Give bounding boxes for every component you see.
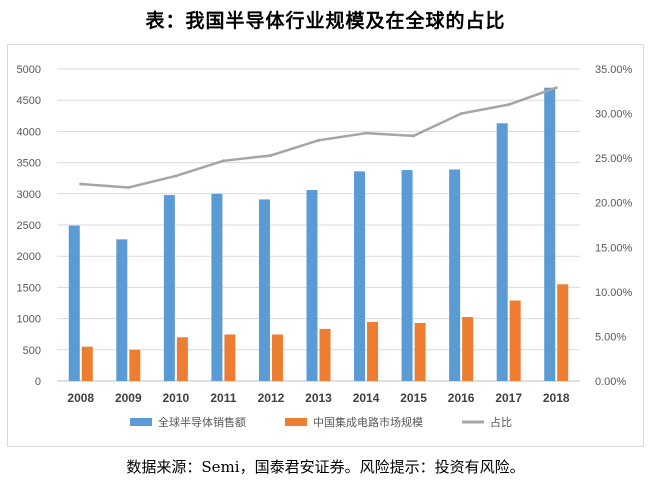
legend-label-china: 中国集成电路市场规模 xyxy=(313,415,423,429)
line-point xyxy=(174,174,178,178)
left-tick-label: 5000 xyxy=(17,64,41,76)
line-share xyxy=(80,86,557,189)
x-tick-label: 2016 xyxy=(448,391,475,405)
bar-china xyxy=(129,349,141,381)
x-tick-label: 2009 xyxy=(115,391,142,405)
right-tick-label: 20.00% xyxy=(595,198,633,210)
x-tick-label: 2010 xyxy=(163,391,190,405)
line-point xyxy=(507,103,511,107)
bar-china xyxy=(462,317,474,381)
legend-swatch-global xyxy=(130,418,152,426)
right-tick-label: 0.00% xyxy=(595,376,626,388)
line-point xyxy=(126,186,130,190)
x-tick-label: 2015 xyxy=(400,391,427,405)
right-tick-label: 15.00% xyxy=(595,242,633,254)
left-tick-label: 1500 xyxy=(17,282,41,294)
left-tick-label: 4500 xyxy=(17,95,41,107)
bar-global xyxy=(163,195,175,381)
line-point xyxy=(269,153,273,157)
line-point xyxy=(221,159,225,163)
left-tick-label: 2500 xyxy=(17,220,41,232)
left-tick-label: 500 xyxy=(23,345,41,357)
left-tick-label: 4000 xyxy=(17,126,41,138)
left-tick-label: 0 xyxy=(35,376,41,388)
bar-china xyxy=(319,328,331,381)
bar-china xyxy=(557,284,569,381)
x-tick-label: 2013 xyxy=(305,391,332,405)
x-tick-label: 2018 xyxy=(543,391,570,405)
right-tick-label: 25.00% xyxy=(595,153,633,165)
bar-global xyxy=(401,170,413,381)
left-tick-label: 3000 xyxy=(17,189,41,201)
bar-china xyxy=(176,337,188,381)
bar-global xyxy=(116,239,128,381)
line-point xyxy=(554,86,558,90)
bar-china xyxy=(224,334,236,381)
bar-global xyxy=(449,169,461,381)
bar-china xyxy=(367,322,379,381)
line-point xyxy=(459,112,463,116)
bar-china xyxy=(414,322,426,381)
bar-global xyxy=(496,123,508,382)
bar-global xyxy=(354,171,366,381)
bar-china xyxy=(81,346,93,381)
left-tick-label: 1000 xyxy=(17,314,41,326)
x-tick-label: 2014 xyxy=(353,391,380,405)
legend-label-global: 全球半导体销售额 xyxy=(158,415,246,429)
right-tick-label: 30.00% xyxy=(595,109,633,121)
x-tick-label: 2011 xyxy=(210,391,236,405)
bar-global xyxy=(544,87,556,381)
legend-label-share: 占比 xyxy=(490,415,512,429)
source-note: 数据来源：Semi，国泰君安证券。风险提示：投资有风险。 xyxy=(126,458,525,476)
legend-swatch-china xyxy=(285,418,307,426)
line-point xyxy=(317,138,320,142)
right-tick-label: 35.00% xyxy=(595,64,633,76)
x-tick-label: 2017 xyxy=(495,391,522,405)
bar-global xyxy=(211,193,223,381)
bar-global xyxy=(306,190,318,381)
line-point xyxy=(364,131,368,135)
combo-chart: 0 500 1000 1500 2000 2500 3000 3500 4000 4500 5000… xyxy=(17,64,633,429)
right-tick-label: 10.00% xyxy=(595,287,633,299)
chart-title: 表：我国半导体行业规模及在全球的占比 xyxy=(145,10,506,32)
line-point xyxy=(79,182,83,186)
bar-china xyxy=(509,300,521,381)
bar-global xyxy=(68,225,80,381)
line-point xyxy=(412,134,416,138)
bar-china xyxy=(271,334,283,381)
x-tick-label: 2012 xyxy=(258,391,285,405)
left-tick-label: 3500 xyxy=(17,158,41,170)
right-tick-label: 5.00% xyxy=(595,331,626,343)
x-tick-label: 2008 xyxy=(67,391,94,405)
left-tick-label: 2000 xyxy=(17,251,41,263)
bar-global xyxy=(258,199,270,381)
